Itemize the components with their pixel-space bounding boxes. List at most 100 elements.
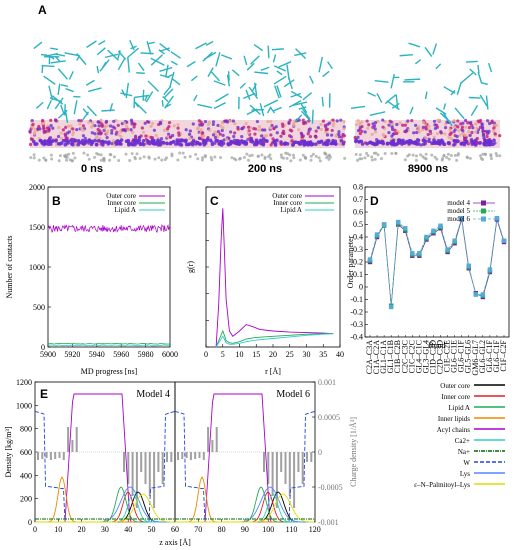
- legend-label: Acyl chains: [437, 426, 471, 434]
- series-line: [47, 223, 171, 233]
- lipopeptide-stick: [294, 114, 303, 123]
- charge-bar: [194, 452, 197, 459]
- membrane-bead: [131, 130, 135, 135]
- membrane-bead: [123, 129, 127, 133]
- x-tick-label: C1B–C2B: [393, 340, 402, 373]
- lower-bead: [86, 153, 90, 157]
- legend-label: model 4: [447, 199, 470, 207]
- membrane-bead: [66, 124, 71, 128]
- lipopeptide-stick: [140, 52, 154, 55]
- headgroup-bead: [203, 141, 208, 145]
- lipopeptide-stick: [33, 41, 43, 50]
- lipopeptide-stick: [322, 70, 330, 78]
- lower-bead: [102, 158, 106, 162]
- lower-bead: [200, 158, 204, 162]
- lipopeptide-stick: [205, 40, 214, 47]
- lipopeptide-stick: [82, 111, 90, 121]
- membrane-bead: [367, 123, 371, 127]
- membrane-bead: [447, 135, 451, 140]
- membrane-bead: [302, 122, 306, 126]
- lower-bead: [370, 155, 374, 159]
- legend-label: Inner lipids: [438, 415, 470, 423]
- membrane-bead: [256, 128, 261, 132]
- lipopeptide-stick: [271, 48, 284, 51]
- legend-marker: [481, 216, 486, 222]
- membrane-bead: [90, 125, 94, 129]
- charge-bar: [189, 452, 192, 460]
- lower-bead: [209, 155, 213, 159]
- lower-bead: [99, 158, 103, 162]
- lipopeptide-stick: [292, 101, 308, 107]
- lower-bead: [481, 157, 485, 161]
- chart-e-title-model6: Model 6: [276, 389, 310, 400]
- lower-bead: [455, 158, 459, 162]
- lipopeptide-stick: [276, 70, 283, 76]
- lipopeptide-stick: [386, 100, 400, 111]
- membrane-bead: [54, 118, 58, 122]
- headgroup-bead: [101, 139, 105, 144]
- y-tick-right-label: -0.0005: [318, 483, 343, 492]
- membrane-bead: [116, 123, 120, 127]
- membrane-bead: [83, 136, 87, 141]
- lower-bead: [178, 151, 182, 155]
- lower-bead: [309, 158, 313, 162]
- lipopeptide-stick: [197, 103, 213, 109]
- lipopeptide-stick: [367, 91, 376, 97]
- charge-bar: [49, 452, 52, 460]
- x-tick-label: 90: [241, 525, 249, 534]
- lipopeptide-stick: [414, 59, 422, 65]
- headgroup-bead: [464, 139, 469, 144]
- chart-c-xlabel: r [Å]: [265, 367, 281, 376]
- lower-bead: [314, 154, 318, 158]
- headgroup-bead: [240, 139, 245, 144]
- headgroup-bead: [330, 141, 335, 145]
- membrane-bead: [321, 119, 326, 123]
- membrane-bead: [443, 132, 447, 136]
- membrane-bead: [448, 132, 452, 137]
- membrane-bead: [436, 118, 440, 122]
- lower-bead: [366, 154, 370, 158]
- membrane-bead: [208, 128, 212, 132]
- lower-bead: [445, 156, 449, 160]
- headgroup-bead: [86, 138, 91, 143]
- snapshot-0ns: [28, 39, 186, 163]
- x-tick-label: GL4–C1C: [414, 340, 423, 373]
- chart-c-ylabel: g(r): [186, 261, 195, 273]
- headgroup-bead: [175, 141, 180, 146]
- charge-bar: [54, 452, 57, 459]
- lipopeptide-stick: [41, 64, 55, 68]
- membrane-bead: [246, 131, 251, 135]
- membrane-bead: [152, 128, 157, 132]
- lipopeptide-stick: [253, 44, 264, 52]
- membrane-bead: [129, 128, 133, 132]
- lipopeptide-stick: [213, 102, 226, 110]
- lipopeptide-stick: [88, 87, 102, 93]
- membrane-bead: [114, 132, 118, 136]
- lower-bead: [64, 155, 68, 159]
- chart-d: D -0.4 -0.3 -0.2 -0.1 0 0.1 0.2 0.3 0.4 0.5 0.6 0.7…: [346, 183, 510, 376]
- membrane-bead: [478, 125, 482, 129]
- membrane-bead: [159, 137, 164, 141]
- membrane-bead: [133, 122, 137, 126]
- membrane-bead: [316, 126, 321, 130]
- x-tick-label: 5920: [64, 350, 80, 359]
- lipopeptide-stick: [130, 45, 137, 50]
- charge-bar: [45, 452, 48, 458]
- headgroup-bead: [291, 142, 296, 147]
- legend-label: Outer core: [440, 382, 470, 390]
- series-marker: [403, 226, 408, 231]
- lipopeptide-stick: [243, 92, 256, 99]
- headgroup-bead: [214, 138, 218, 143]
- membrane-bead: [97, 124, 101, 128]
- headgroup-bead: [264, 138, 268, 143]
- membrane-bead: [405, 128, 409, 133]
- lower-bead: [68, 158, 72, 162]
- membrane-bead: [319, 122, 323, 127]
- charge-bar: [284, 452, 287, 484]
- series-marker: [367, 257, 373, 262]
- membrane-bead: [74, 143, 78, 147]
- membrane-bead: [97, 132, 101, 136]
- lower-bead: [360, 157, 364, 161]
- membrane-bead: [87, 120, 91, 124]
